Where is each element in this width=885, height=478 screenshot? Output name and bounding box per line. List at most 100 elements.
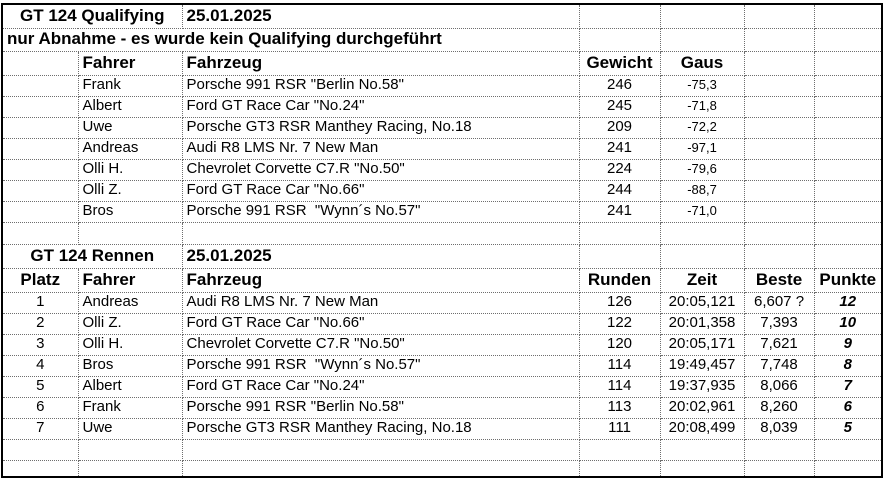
race-row-cell-runden[interactable]: 120 xyxy=(578,333,661,356)
qualifying-row-cell-fahrer[interactable]: Olli H. xyxy=(77,158,183,181)
empty-cell[interactable] xyxy=(743,243,815,269)
race-row-cell-runden[interactable]: 113 xyxy=(578,396,661,419)
empty-cell[interactable] xyxy=(77,459,183,478)
race-row-cell-beste[interactable]: 7,393 xyxy=(743,312,815,335)
empty-cell[interactable] xyxy=(1,116,79,139)
empty-cell[interactable] xyxy=(659,438,745,461)
empty-cell[interactable] xyxy=(743,179,815,202)
qualifying-row-cell-gewicht[interactable]: 244 xyxy=(578,179,661,202)
race-header-beste[interactable]: Beste xyxy=(743,267,815,293)
qualifying-row-cell-fahrzeug[interactable]: Porsche 991 RSR "Berlin No.58" xyxy=(181,74,580,97)
race-row-cell-punkte[interactable]: 9 xyxy=(813,333,883,356)
empty-cell[interactable] xyxy=(813,116,883,139)
race-row-cell-beste[interactable]: 7,748 xyxy=(743,354,815,377)
qualifying-row-cell-fahrzeug[interactable]: Porsche GT3 RSR Manthey Racing, No.18 xyxy=(181,116,580,139)
race-row-cell-punkte[interactable]: 5 xyxy=(813,417,883,440)
race-row-cell-runden[interactable]: 126 xyxy=(578,291,661,314)
empty-cell[interactable] xyxy=(659,27,745,52)
empty-cell[interactable] xyxy=(743,438,815,461)
race-row-cell-runden[interactable]: 114 xyxy=(578,375,661,398)
race-row-cell-fahrer[interactable]: Bros xyxy=(77,354,183,377)
empty-cell[interactable] xyxy=(1,74,79,97)
qualifying-row-cell-fahrer[interactable]: Andreas xyxy=(77,137,183,160)
race-row-cell-beste[interactable]: 8,039 xyxy=(743,417,815,440)
qualifying-note[interactable]: nur Abnahme - es wurde kein Qualifying d… xyxy=(1,27,580,52)
empty-cell[interactable] xyxy=(578,3,661,29)
qualifying-row-cell-gaus[interactable]: -71,8 xyxy=(659,95,745,118)
race-row-cell-runden[interactable]: 114 xyxy=(578,354,661,377)
race-row-cell-zeit[interactable]: 20:02,961 xyxy=(659,396,745,419)
race-row-cell-platz[interactable]: 7 xyxy=(1,417,79,440)
qualifying-row-cell-fahrzeug[interactable]: Chevrolet Corvette C7.R "No.50" xyxy=(181,158,580,181)
race-header-zeit[interactable]: Zeit xyxy=(659,267,745,293)
empty-cell[interactable] xyxy=(743,50,815,76)
qualifying-row-cell-fahrzeug[interactable]: Audi R8 LMS Nr. 7 New Man xyxy=(181,137,580,160)
race-row-cell-beste[interactable]: 8,066 xyxy=(743,375,815,398)
qualifying-row-cell-gaus[interactable]: -71,0 xyxy=(659,200,745,223)
empty-cell[interactable] xyxy=(1,95,79,118)
empty-cell[interactable] xyxy=(578,221,661,245)
qualifying-row-cell-fahrer[interactable]: Uwe xyxy=(77,116,183,139)
race-row-cell-platz[interactable]: 2 xyxy=(1,312,79,335)
race-header-platz[interactable]: Platz xyxy=(1,267,79,293)
empty-cell[interactable] xyxy=(813,200,883,223)
empty-cell[interactable] xyxy=(743,158,815,181)
race-row-cell-beste[interactable]: 7,621 xyxy=(743,333,815,356)
empty-cell[interactable] xyxy=(578,243,661,269)
race-row-cell-platz[interactable]: 6 xyxy=(1,396,79,419)
race-row-cell-punkte[interactable]: 6 xyxy=(813,396,883,419)
empty-cell[interactable] xyxy=(659,221,745,245)
empty-cell[interactable] xyxy=(578,438,661,461)
empty-cell[interactable] xyxy=(813,74,883,97)
empty-cell[interactable] xyxy=(813,95,883,118)
qualifying-title[interactable]: GT 124 Qualifying xyxy=(1,3,183,29)
race-row-cell-fahrzeug[interactable]: Ford GT Race Car "No.66" xyxy=(181,312,580,335)
empty-cell[interactable] xyxy=(813,50,883,76)
empty-cell[interactable] xyxy=(743,200,815,223)
race-header-fahrer[interactable]: Fahrer xyxy=(77,267,183,293)
qualifying-row-cell-fahrzeug[interactable]: Porsche 991 RSR "Wynn´s No.57" xyxy=(181,200,580,223)
empty-cell[interactable] xyxy=(813,27,883,52)
empty-cell[interactable] xyxy=(743,74,815,97)
empty-cell[interactable] xyxy=(659,459,745,478)
race-row-cell-platz[interactable]: 5 xyxy=(1,375,79,398)
race-row-cell-fahrzeug[interactable]: Porsche 991 RSR "Berlin No.58" xyxy=(181,396,580,419)
qualifying-header-fahrer[interactable]: Fahrer xyxy=(77,50,183,76)
empty-cell[interactable] xyxy=(743,137,815,160)
empty-cell[interactable] xyxy=(1,50,79,76)
race-row-cell-zeit[interactable]: 20:08,499 xyxy=(659,417,745,440)
empty-cell[interactable] xyxy=(813,179,883,202)
race-title[interactable]: GT 124 Rennen xyxy=(1,243,183,269)
qualifying-row-cell-gaus[interactable]: -79,6 xyxy=(659,158,745,181)
race-row-cell-beste[interactable]: 8,260 xyxy=(743,396,815,419)
race-row-cell-runden[interactable]: 122 xyxy=(578,312,661,335)
race-row-cell-zeit[interactable]: 20:05,171 xyxy=(659,333,745,356)
race-row-cell-zeit[interactable]: 19:37,935 xyxy=(659,375,745,398)
race-row-cell-fahrzeug[interactable]: Porsche GT3 RSR Manthey Racing, No.18 xyxy=(181,417,580,440)
race-row-cell-fahrzeug[interactable]: Audi R8 LMS Nr. 7 New Man xyxy=(181,291,580,314)
race-row-cell-fahrer[interactable]: Olli H. xyxy=(77,333,183,356)
empty-cell[interactable] xyxy=(181,221,580,245)
empty-cell[interactable] xyxy=(813,3,883,29)
empty-cell[interactable] xyxy=(743,459,815,478)
qualifying-row-cell-fahrer[interactable]: Olli Z. xyxy=(77,179,183,202)
race-row-cell-punkte[interactable]: 8 xyxy=(813,354,883,377)
qualifying-row-cell-gaus[interactable]: -88,7 xyxy=(659,179,745,202)
empty-cell[interactable] xyxy=(659,3,745,29)
empty-cell[interactable] xyxy=(578,459,661,478)
empty-cell[interactable] xyxy=(77,221,183,245)
qualifying-row-cell-fahrer[interactable]: Frank xyxy=(77,74,183,97)
empty-cell[interactable] xyxy=(1,221,79,245)
qualifying-row-cell-gewicht[interactable]: 224 xyxy=(578,158,661,181)
empty-cell[interactable] xyxy=(1,438,79,461)
empty-cell[interactable] xyxy=(1,179,79,202)
qualifying-row-cell-gewicht[interactable]: 245 xyxy=(578,95,661,118)
race-row-cell-runden[interactable]: 111 xyxy=(578,417,661,440)
race-row-cell-fahrzeug[interactable]: Porsche 991 RSR "Wynn´s No.57" xyxy=(181,354,580,377)
empty-cell[interactable] xyxy=(813,221,883,245)
empty-cell[interactable] xyxy=(181,438,580,461)
empty-cell[interactable] xyxy=(813,243,883,269)
empty-cell[interactable] xyxy=(1,158,79,181)
qualifying-row-cell-fahrer[interactable]: Bros xyxy=(77,200,183,223)
qualifying-row-cell-gewicht[interactable]: 246 xyxy=(578,74,661,97)
